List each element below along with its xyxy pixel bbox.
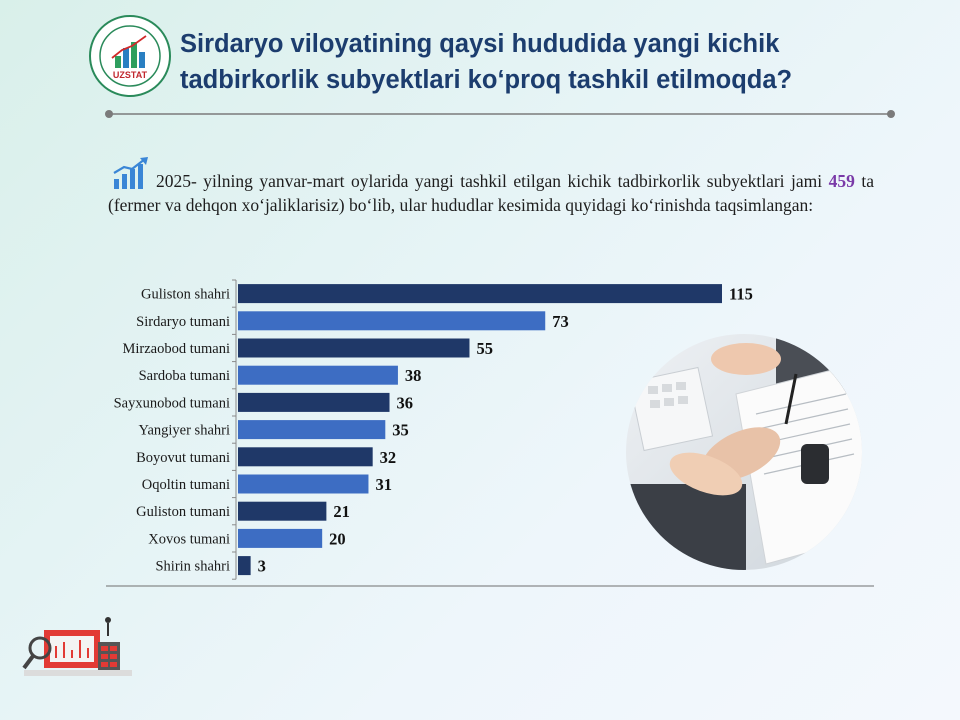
data-label: 21	[333, 502, 350, 521]
bar-1	[238, 311, 546, 331]
data-label: 20	[329, 529, 346, 548]
bar-9	[238, 528, 323, 548]
bar-8	[238, 501, 327, 521]
y-tick-label: Guliston shahri	[141, 287, 230, 303]
title-divider	[105, 110, 895, 118]
y-tick-label: Boyovut tumani	[136, 450, 230, 466]
page-title: Sirdaryo viloyatining qaysi hududida yan…	[180, 30, 793, 94]
bar-3	[238, 365, 398, 385]
y-tick-label: Oqoltin tumani	[142, 477, 230, 493]
y-tick-label: Sirdaryo tumani	[136, 314, 230, 330]
bar-7	[238, 474, 369, 494]
data-label: 115	[729, 285, 753, 304]
data-label: 36	[397, 393, 414, 412]
y-tick-label: Sayxunobod tumani	[114, 395, 230, 411]
bar-5	[238, 420, 386, 440]
intro-total-value: 459	[828, 171, 855, 191]
statistics-illustration	[22, 617, 132, 676]
bar-0	[238, 284, 722, 304]
y-tick-label: Guliston tumani	[136, 504, 230, 520]
data-label: 3	[258, 557, 266, 576]
y-tick-label: Yangiyer shahri	[138, 423, 230, 439]
data-label: 38	[405, 366, 422, 385]
data-label: 32	[380, 448, 397, 467]
bar-10	[238, 556, 251, 576]
y-tick-label: Sardoba tumani	[139, 368, 230, 384]
business-meeting-photo	[626, 334, 862, 570]
growth-chart-icon	[113, 157, 148, 189]
bar-2	[238, 338, 470, 358]
data-label: 73	[552, 312, 569, 331]
intro-text-after: ta (fermer va dehqon xo‘jaliklarisiz) bo…	[108, 171, 874, 215]
uzstat-logo: UZSTAT	[89, 15, 171, 97]
bar-6	[238, 447, 373, 467]
data-label: 35	[392, 421, 409, 440]
data-label: 55	[476, 339, 493, 358]
y-tick-label: Xovos tumani	[148, 531, 230, 547]
intro-text: 2025- yilning yanvar-mart oylarida yangi…	[108, 170, 874, 217]
logo-brand: UZSTAT	[113, 70, 148, 80]
data-label: 31	[375, 475, 392, 494]
y-tick-label: Shirin shahri	[155, 559, 230, 575]
intro-text-before: 2025- yilning yanvar-mart oylarida yangi…	[156, 171, 829, 191]
y-tick-label: Mirzaobod tumani	[122, 341, 230, 357]
bar-4	[238, 392, 390, 412]
